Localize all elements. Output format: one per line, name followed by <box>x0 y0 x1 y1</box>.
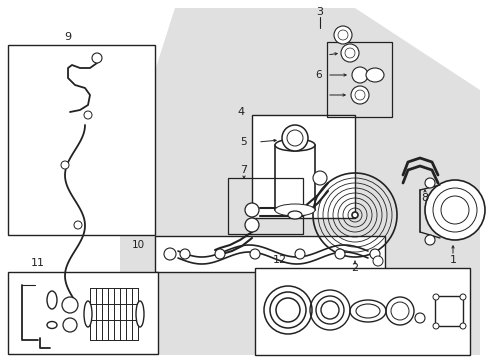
Ellipse shape <box>274 204 314 216</box>
Circle shape <box>414 313 424 323</box>
Circle shape <box>351 67 367 83</box>
Circle shape <box>424 235 434 245</box>
Text: 7: 7 <box>240 165 247 175</box>
Circle shape <box>333 26 351 44</box>
Circle shape <box>334 249 345 259</box>
Circle shape <box>61 161 69 169</box>
Circle shape <box>215 249 224 259</box>
Ellipse shape <box>365 68 383 82</box>
Text: 4: 4 <box>237 107 244 117</box>
Bar <box>155 236 384 272</box>
Circle shape <box>369 249 379 259</box>
Text: 5: 5 <box>240 137 246 147</box>
Text: 10: 10 <box>132 240 145 250</box>
Circle shape <box>163 248 176 260</box>
Circle shape <box>92 53 102 63</box>
Polygon shape <box>254 268 469 355</box>
Circle shape <box>345 48 354 58</box>
Text: 1: 1 <box>448 255 456 265</box>
Text: 11: 11 <box>31 258 45 268</box>
Circle shape <box>286 130 303 146</box>
Circle shape <box>432 294 438 300</box>
Text: 6: 6 <box>315 70 321 80</box>
Circle shape <box>282 125 307 151</box>
Circle shape <box>244 218 259 232</box>
Ellipse shape <box>47 321 57 328</box>
Ellipse shape <box>136 301 143 327</box>
Circle shape <box>84 111 92 119</box>
Circle shape <box>312 171 326 185</box>
Text: 3: 3 <box>316 7 323 17</box>
Circle shape <box>294 249 305 259</box>
Circle shape <box>74 221 82 229</box>
Circle shape <box>432 323 438 329</box>
Circle shape <box>424 178 434 188</box>
Circle shape <box>249 249 260 259</box>
Circle shape <box>340 44 358 62</box>
Circle shape <box>62 297 78 313</box>
Circle shape <box>180 249 190 259</box>
Text: 12: 12 <box>272 255 286 265</box>
Ellipse shape <box>84 301 92 327</box>
Text: 8: 8 <box>421 193 427 203</box>
Circle shape <box>354 90 364 100</box>
Ellipse shape <box>287 211 302 219</box>
Circle shape <box>424 180 484 240</box>
Circle shape <box>351 212 357 218</box>
Circle shape <box>459 323 465 329</box>
Ellipse shape <box>47 291 57 309</box>
Bar <box>227 178 303 234</box>
Circle shape <box>63 318 77 332</box>
Bar <box>8 45 155 235</box>
Bar <box>434 296 462 326</box>
Text: 9: 9 <box>64 32 71 42</box>
Circle shape <box>372 256 382 266</box>
Ellipse shape <box>274 139 314 151</box>
Bar <box>326 42 391 117</box>
Polygon shape <box>120 8 479 355</box>
Circle shape <box>459 294 465 300</box>
Circle shape <box>337 30 347 40</box>
Text: 2: 2 <box>351 263 358 273</box>
Bar <box>8 272 158 354</box>
Circle shape <box>244 203 259 217</box>
Circle shape <box>350 86 368 104</box>
Bar <box>251 115 354 218</box>
